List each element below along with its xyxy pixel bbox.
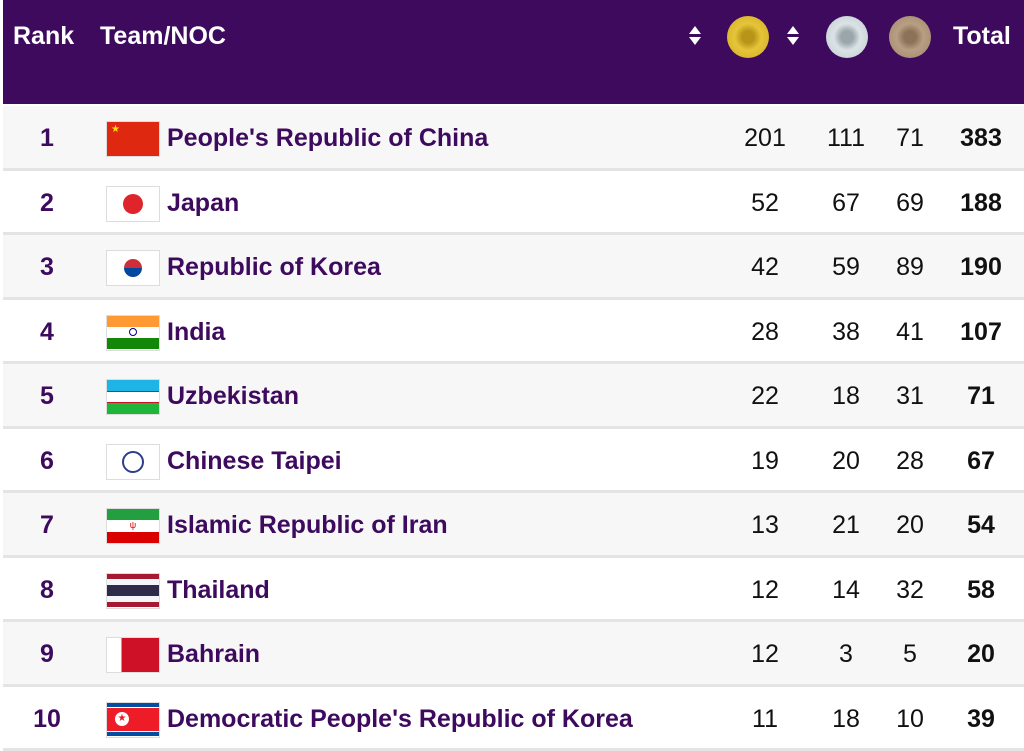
sort-icon[interactable] [689, 26, 701, 46]
total-count: 107 [941, 318, 1021, 347]
team-name-link[interactable]: Democratic People's Republic of Korea [167, 705, 633, 734]
team-name-link[interactable]: Islamic Republic of Iran [167, 511, 448, 540]
gold-count: 12 [735, 640, 795, 669]
gold-count: 22 [735, 382, 795, 411]
rank: 10 [3, 705, 91, 734]
rank: 6 [3, 447, 91, 476]
bronze-count: 20 [880, 511, 940, 540]
bronze-count: 71 [880, 124, 940, 153]
flag-brn-icon [106, 637, 160, 673]
silver-count: 20 [816, 447, 876, 476]
table-row[interactable]: 4 India 28 38 41 107 [3, 300, 1024, 365]
flag-iri-icon: ψ [106, 508, 160, 544]
rank: 1 [3, 124, 91, 153]
rank: 9 [3, 640, 91, 669]
gold-count: 201 [735, 124, 795, 153]
silver-count: 111 [816, 124, 876, 153]
sort-icon[interactable] [787, 26, 799, 46]
table-row[interactable]: 7 ψ Islamic Republic of Iran 13 21 20 54 [3, 493, 1024, 558]
table-row[interactable]: 1 ★ People's Republic of China 201 111 7… [3, 106, 1024, 171]
gold-count: 11 [735, 705, 795, 734]
total-count: 190 [941, 253, 1021, 282]
gold-count: 52 [735, 189, 795, 218]
flag-chn-icon: ★ [106, 121, 160, 157]
silver-count: 14 [816, 576, 876, 605]
flag-uzb-icon [106, 379, 160, 415]
table-row[interactable]: 9 Bahrain 12 3 5 20 [3, 622, 1024, 687]
bronze-count: 31 [880, 382, 940, 411]
table-header: Rank Team/NOC Total [3, 0, 1024, 104]
silver-count: 18 [816, 705, 876, 734]
silver-count: 3 [816, 640, 876, 669]
team-name-link[interactable]: Bahrain [167, 640, 260, 669]
silver-count: 38 [816, 318, 876, 347]
gold-medal-icon[interactable] [727, 16, 769, 58]
bronze-medal-icon[interactable] [889, 16, 931, 58]
total-header: Total [953, 22, 1011, 51]
silver-count: 18 [816, 382, 876, 411]
bronze-count: 41 [880, 318, 940, 347]
total-count: 67 [941, 447, 1021, 476]
total-count: 54 [941, 511, 1021, 540]
gold-count: 19 [735, 447, 795, 476]
gold-count: 28 [735, 318, 795, 347]
silver-count: 59 [816, 253, 876, 282]
team-name-link[interactable]: Japan [167, 189, 239, 218]
team-name-link[interactable]: People's Republic of China [167, 124, 488, 153]
flag-tha-icon [106, 573, 160, 609]
bronze-count: 32 [880, 576, 940, 605]
total-count: 383 [941, 124, 1021, 153]
gold-count: 42 [735, 253, 795, 282]
flag-jpn-icon [106, 186, 160, 222]
team-name-link[interactable]: Chinese Taipei [167, 447, 342, 476]
bronze-count: 69 [880, 189, 940, 218]
total-count: 39 [941, 705, 1021, 734]
flag-ind-icon [106, 315, 160, 351]
bronze-count: 10 [880, 705, 940, 734]
team-name-link[interactable]: Uzbekistan [167, 382, 299, 411]
silver-count: 21 [816, 511, 876, 540]
gold-count: 12 [735, 576, 795, 605]
gold-count: 13 [735, 511, 795, 540]
table-row[interactable]: 6 Chinese Taipei 19 20 28 67 [3, 429, 1024, 494]
rank: 8 [3, 576, 91, 605]
table-row[interactable]: 10 ★ Democratic People's Republic of Kor… [3, 687, 1024, 751]
medal-table: 1 ★ People's Republic of China 201 111 7… [3, 106, 1024, 751]
flag-tpe-icon [106, 444, 160, 480]
rank: 3 [3, 253, 91, 282]
team-name-link[interactable]: Republic of Korea [167, 253, 381, 282]
total-count: 71 [941, 382, 1021, 411]
rank: 5 [3, 382, 91, 411]
table-row[interactable]: 5 Uzbekistan 22 18 31 71 [3, 364, 1024, 429]
rank: 4 [3, 318, 91, 347]
silver-count: 67 [816, 189, 876, 218]
total-count: 188 [941, 189, 1021, 218]
total-count: 58 [941, 576, 1021, 605]
flag-kor-icon [106, 250, 160, 286]
flag-prk-icon: ★ [106, 702, 160, 738]
rank: 2 [3, 189, 91, 218]
bronze-count: 28 [880, 447, 940, 476]
total-count: 20 [941, 640, 1021, 669]
rank: 7 [3, 511, 91, 540]
table-row[interactable]: 2 Japan 52 67 69 188 [3, 171, 1024, 236]
team-name-link[interactable]: Thailand [167, 576, 270, 605]
bronze-count: 5 [880, 640, 940, 669]
table-row[interactable]: 8 Thailand 12 14 32 58 [3, 558, 1024, 623]
table-row[interactable]: 3 Republic of Korea 42 59 89 190 [3, 235, 1024, 300]
bronze-count: 89 [880, 253, 940, 282]
team-name-link[interactable]: India [167, 318, 225, 347]
team-header: Team/NOC [100, 22, 226, 51]
silver-medal-icon[interactable] [826, 16, 868, 58]
rank-header: Rank [13, 22, 74, 51]
